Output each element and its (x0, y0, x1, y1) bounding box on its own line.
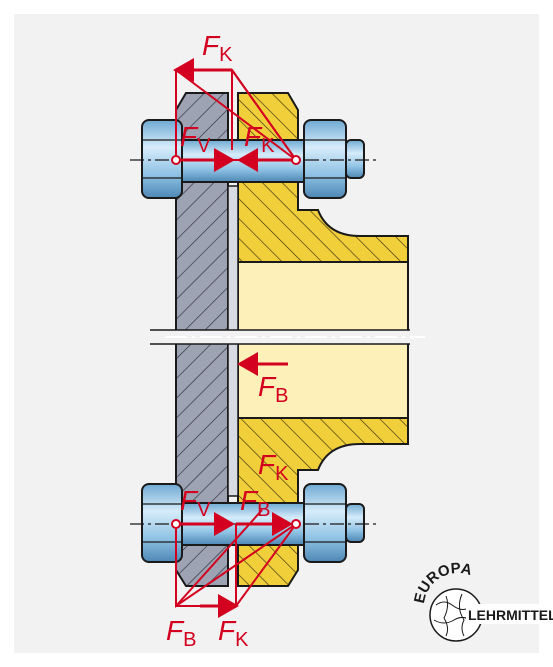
label-fb-low: FB (240, 485, 270, 521)
globe-map-lines (433, 593, 473, 637)
label-fk-top: FK (202, 30, 233, 66)
force-lines-top (171, 58, 301, 172)
label-fb-bottom: FB (166, 615, 196, 651)
label-fv-top: FV (180, 121, 211, 157)
label-fk-bottom: FK (218, 615, 249, 651)
force-lines-bottom (171, 509, 301, 618)
label-fb-mid: FB (258, 371, 288, 407)
break-lines (150, 329, 410, 345)
label-fv-low: FV (180, 485, 211, 521)
label-fk-low: FK (258, 449, 289, 485)
logo-text: LEHRMITTEL (468, 607, 553, 623)
label-fk-top2: FK (244, 121, 275, 157)
